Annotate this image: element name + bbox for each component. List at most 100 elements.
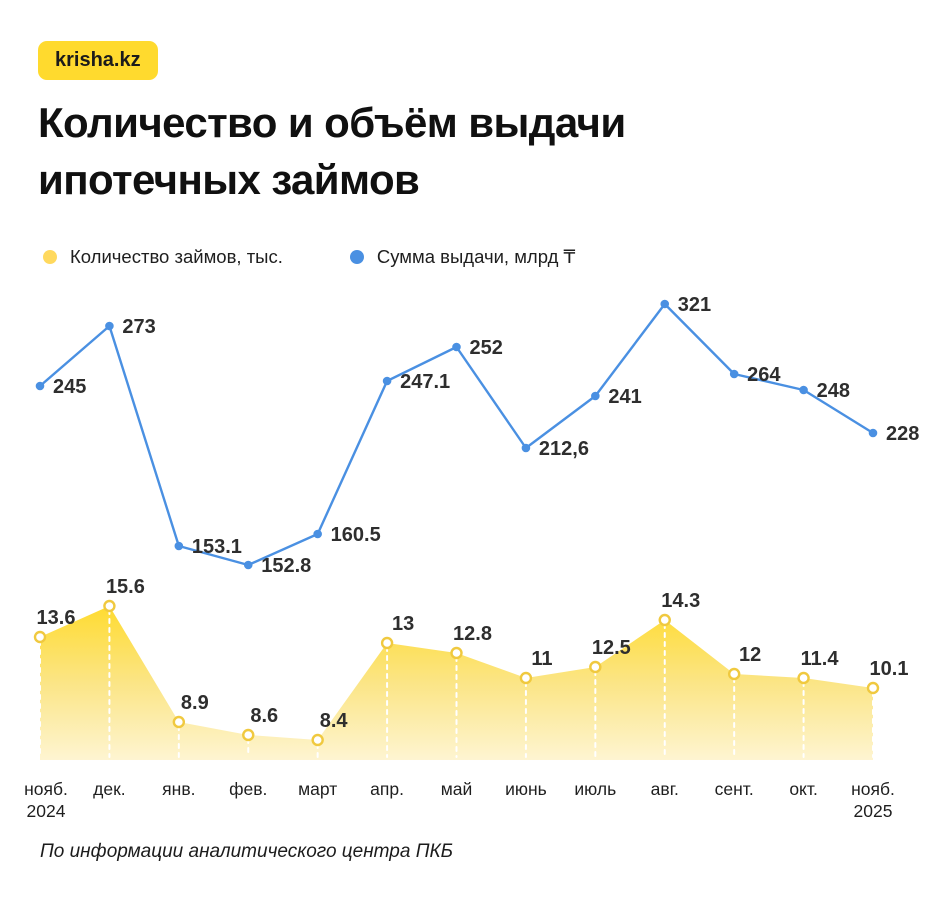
legend-sum-label: Сумма выдачи, млрд ₸ bbox=[376, 246, 576, 267]
area-point-label: 14.3 bbox=[661, 590, 700, 612]
dashed-guides-group bbox=[39, 609, 875, 758]
line-point bbox=[105, 321, 114, 331]
line-series-group bbox=[35, 299, 878, 570]
line-point-label: 248 bbox=[817, 380, 850, 402]
area-point bbox=[103, 599, 116, 613]
area-point-label: 12.8 bbox=[453, 623, 492, 645]
legend-item-sum: Сумма выдачи, млрд ₸ bbox=[349, 246, 576, 268]
line-point bbox=[660, 299, 670, 309]
x-axis-label-line: янв. bbox=[162, 779, 195, 799]
legend-item-count: Количество займов, тыс. bbox=[43, 246, 283, 268]
area-point bbox=[727, 667, 741, 681]
line-point bbox=[729, 369, 739, 379]
area-point-label: 10.1 bbox=[870, 658, 909, 680]
title-line-1: Количество и объём выдачи bbox=[38, 99, 626, 146]
x-axis-label: дек. bbox=[93, 779, 125, 799]
area-point-label: 12 bbox=[739, 644, 761, 666]
area-point bbox=[866, 681, 880, 695]
x-axis-label: май bbox=[441, 779, 473, 799]
line-point-label: 245 bbox=[53, 376, 86, 398]
area-points-group bbox=[33, 599, 880, 747]
legend-yellow-dot-icon bbox=[43, 250, 57, 264]
source-note: По информации аналитического центра ПКБ bbox=[40, 841, 454, 862]
line-point bbox=[35, 381, 45, 391]
area-point bbox=[33, 630, 47, 644]
line-point-label: 252 bbox=[470, 337, 503, 359]
x-axis-label: фев. bbox=[229, 779, 267, 799]
x-axis-label-line: фев. bbox=[229, 779, 267, 799]
area-point-label: 11 bbox=[531, 648, 552, 670]
area-point-label: 12.5 bbox=[592, 637, 631, 659]
area-point-label: 11.4 bbox=[801, 648, 840, 670]
area-point bbox=[589, 660, 602, 674]
x-axis-label: апр. bbox=[370, 779, 404, 799]
x-axis-label-line: май bbox=[441, 779, 473, 799]
line-point bbox=[521, 443, 531, 453]
line-point-label: 212,6 bbox=[539, 438, 589, 460]
krisha-logo-badge: krisha.kz bbox=[38, 41, 158, 80]
area-point bbox=[242, 728, 255, 742]
legend-count-label: Количество займов, тыс. bbox=[70, 246, 283, 267]
line-point bbox=[174, 541, 184, 551]
x-axis-label-line: окт. bbox=[789, 779, 818, 799]
line-point bbox=[868, 428, 878, 438]
x-axis-label-line: июль bbox=[574, 779, 616, 799]
area-point-label: 8.4 bbox=[320, 710, 349, 732]
x-axis-label-line: нояб. bbox=[851, 779, 895, 799]
area-point-label: 8.6 bbox=[250, 705, 278, 727]
x-axis-label-line: 2025 bbox=[854, 801, 893, 821]
title-line-2: ипотечных займов bbox=[38, 156, 420, 203]
area-point bbox=[658, 613, 671, 627]
area-point-label: 8.9 bbox=[181, 692, 209, 714]
line-point-label: 247.1 bbox=[400, 371, 450, 393]
x-axis-label: июль bbox=[574, 779, 616, 799]
line-point-label: 321 bbox=[678, 294, 711, 316]
area-point bbox=[311, 733, 324, 747]
x-axis-label-line: апр. bbox=[370, 779, 404, 799]
area-point bbox=[380, 636, 394, 650]
legend: Количество займов, тыс. Сумма выдачи, мл… bbox=[43, 246, 575, 268]
data-labels-group: 13.6 15.6 8.9 8.6 8.4 13 12.8 11 12.5 14.3 12 11.4 1… bbox=[37, 294, 920, 732]
area-point bbox=[519, 671, 533, 685]
line-point bbox=[313, 529, 322, 539]
x-axis-label-line: июнь bbox=[505, 779, 547, 799]
x-axis-label: нояб. 2025 bbox=[851, 779, 895, 821]
area-point-label: 13 bbox=[392, 613, 414, 635]
line-point bbox=[243, 560, 253, 570]
line-point-label: 152.8 bbox=[261, 555, 311, 577]
area-point-label: 13.6 bbox=[37, 607, 76, 629]
x-axis-label-line: авг. bbox=[651, 779, 679, 799]
page-title: Количество и объём выдачи ипотечных займ… bbox=[38, 94, 626, 208]
line-point bbox=[591, 391, 600, 401]
line-point-label: 264 bbox=[747, 364, 781, 386]
line-point bbox=[382, 376, 392, 386]
krisha-logo-text: krisha.kz bbox=[55, 49, 141, 71]
line-point-label: 228 bbox=[886, 423, 919, 445]
x-axis-label-line: дек. bbox=[93, 779, 125, 799]
area-point bbox=[172, 715, 186, 729]
line-point-label: 273 bbox=[122, 316, 155, 338]
line-point-label: 241 bbox=[608, 386, 641, 408]
chart-canvas: 13.6 15.6 8.9 8.6 8.4 13 12.8 11 12.5 14.3 12 11.4 1… bbox=[24, 294, 920, 821]
line-point-label: 160.5 bbox=[331, 524, 381, 546]
area-point-label: 15.6 bbox=[106, 576, 145, 598]
line-point bbox=[799, 385, 808, 395]
legend-blue-dot-icon bbox=[349, 250, 364, 264]
x-axis-label-line: сент. bbox=[715, 779, 754, 799]
line-point bbox=[452, 342, 461, 352]
line-point-label: 153.1 bbox=[192, 536, 242, 558]
x-axis-label-line: 2024 bbox=[27, 801, 66, 821]
area-point bbox=[797, 671, 810, 685]
x-axis-label: нояб. 2024 bbox=[24, 779, 68, 821]
x-axis-label: окт. bbox=[789, 779, 818, 799]
x-axis-label: март bbox=[298, 779, 337, 799]
x-axis-label: сент. bbox=[715, 779, 754, 799]
x-axis-label: авг. bbox=[651, 779, 679, 799]
area-point bbox=[450, 646, 463, 660]
x-axis-label-line: март bbox=[298, 779, 337, 799]
x-axis-label: янв. bbox=[162, 779, 195, 799]
x-axis-label: июнь bbox=[505, 779, 547, 799]
x-axis-label-line: нояб. bbox=[24, 779, 68, 799]
